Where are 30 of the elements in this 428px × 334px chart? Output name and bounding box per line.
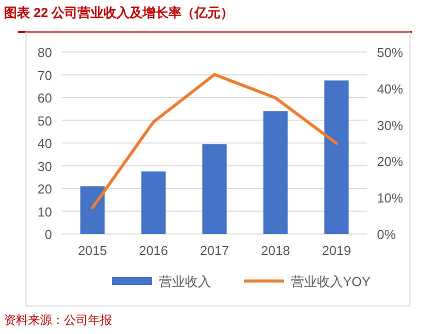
y-tick-label: 60 <box>38 90 52 106</box>
y2-tick-label: 50% <box>377 45 404 60</box>
bar <box>80 186 105 234</box>
text: 资料来源：公司年报 <box>4 313 112 327</box>
y2-tick-label: 40% <box>377 81 404 96</box>
x-tick-label: 2017 <box>200 243 229 258</box>
bar <box>202 144 227 234</box>
y-tick-label: 50 <box>38 113 52 128</box>
x-tick-label: 2019 <box>322 243 351 258</box>
legend-label: 营业收入YOY <box>291 274 371 289</box>
chart-title: 图表 22 公司营业收入及增长率（亿元） <box>4 5 234 20</box>
bar <box>263 111 288 234</box>
y-tick-label: 80 <box>38 45 52 60</box>
x-tick-label: 2016 <box>139 243 168 258</box>
y-tick-label: 30 <box>38 158 52 174</box>
y2-tick-label: 10% <box>377 190 404 206</box>
x-tick-label: 2015 <box>78 243 107 258</box>
y2-tick-label: 30% <box>377 118 404 133</box>
y-tick-label: 0 <box>44 227 52 242</box>
y2-tick-label: 0% <box>377 227 396 242</box>
y-tick-label: 40 <box>38 136 52 151</box>
bar <box>141 171 166 234</box>
y-tick-label: 10 <box>38 204 52 220</box>
x-tick-label: 2018 <box>261 243 290 258</box>
y2-tick-label: 20% <box>377 154 404 170</box>
y-tick-label: 70 <box>38 68 52 83</box>
bar <box>324 80 349 234</box>
line-series <box>91 73 338 210</box>
y-tick-label: 20 <box>38 182 52 196</box>
legend-label: 营业收入 <box>159 274 211 289</box>
